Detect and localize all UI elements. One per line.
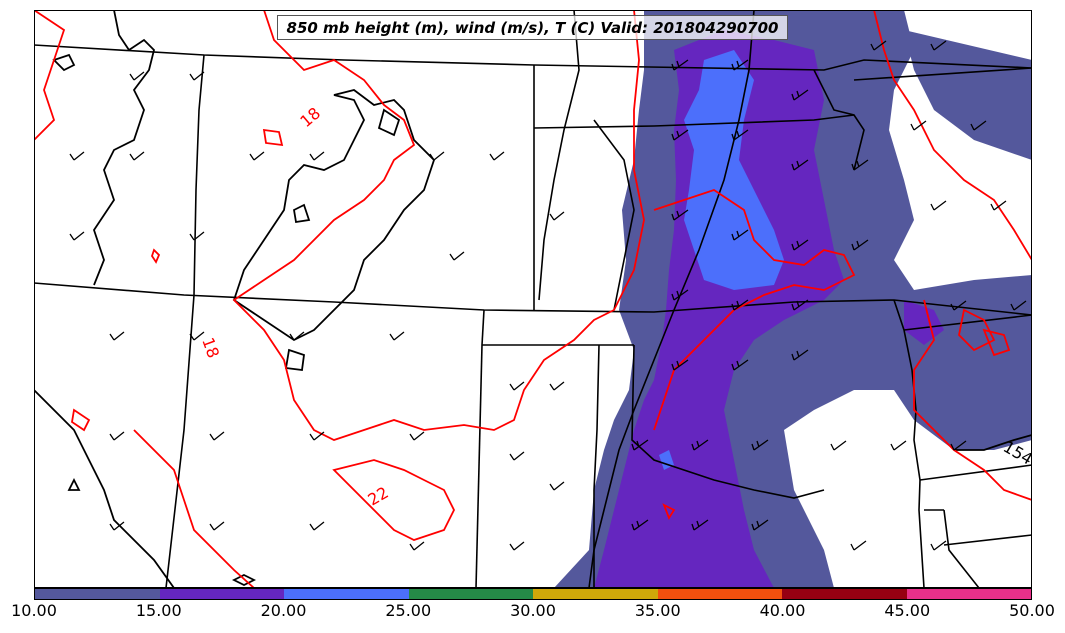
wind-patch-15-20-east <box>904 300 944 345</box>
height-contours <box>34 10 1032 588</box>
colorbar-segment-2 <box>284 589 409 599</box>
weather-map: 18 18 22 154 <box>34 10 1032 588</box>
colorbar <box>34 588 1032 600</box>
colorbar-tick-label: 45.00 <box>884 601 931 620</box>
wind-band-20-25-north <box>684 50 784 290</box>
map-title: 850 mb height (m), wind (m/s), T (C) Val… <box>277 15 788 40</box>
colorbar-tick-label: 30.00 <box>510 601 556 620</box>
colorbar-tick-label: 35.00 <box>634 601 681 620</box>
colorbar-segment-0 <box>35 589 160 599</box>
colorbar-tick-label: 15.00 <box>135 601 182 620</box>
colorbar-ticks: 10.00 15.00 20.00 25.00 30.00 35.00 40.00 45.00… <box>11 600 1055 625</box>
wind-band-10-15-east <box>904 30 1032 160</box>
colorbar-segment-4 <box>533 589 658 599</box>
colorbar-tick-label: 40.00 <box>759 601 806 620</box>
contour-label-18-west: 18 <box>198 335 223 361</box>
wind-barbs <box>69 40 1027 551</box>
wind-barb-grid <box>69 71 565 551</box>
wind-speed-shading <box>554 10 1032 588</box>
colorbar-segment-7 <box>906 589 1031 599</box>
map-canvas: 18 18 22 154 <box>34 10 1032 588</box>
colorbar-tick-label: 25.00 <box>385 601 432 620</box>
river-boundaries <box>538 10 755 588</box>
colorbar-segment-3 <box>408 589 533 599</box>
colorbar-tick-label: 20.00 <box>260 601 307 620</box>
colorbar-segment-6 <box>782 589 907 599</box>
colorbar-segment-1 <box>159 589 284 599</box>
wind-barb-jet <box>631 40 1027 551</box>
state-boundaries <box>34 44 1032 588</box>
wind-band-15-20 <box>594 30 844 588</box>
colorbar-segment-5 <box>657 589 782 599</box>
colorbar-tick-label: 10.00 <box>11 601 57 620</box>
colorbar-tick-label: 50.00 <box>1009 601 1055 620</box>
contour-label-18-north: 18 <box>296 103 324 131</box>
temperature-contours <box>34 10 1032 588</box>
